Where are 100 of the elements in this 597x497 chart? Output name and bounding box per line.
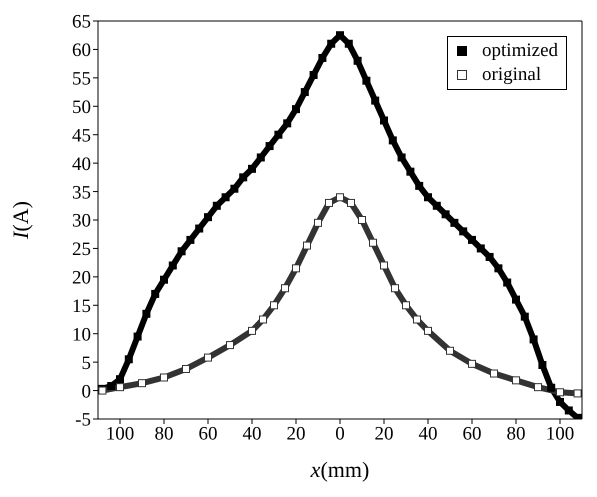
- x-tick-label: 60: [198, 423, 218, 444]
- y-tick-label: -5: [75, 410, 91, 431]
- point: [138, 379, 146, 388]
- point: [512, 376, 520, 384]
- legend-label: original: [482, 63, 542, 87]
- point: [347, 198, 355, 207]
- point: [512, 296, 520, 304]
- point: [116, 375, 124, 384]
- point: [556, 398, 564, 406]
- point: [424, 326, 432, 335]
- x-tick-label: 100: [546, 423, 574, 444]
- point: [239, 173, 248, 182]
- point: [283, 119, 292, 128]
- x-tick-label: 100: [106, 423, 134, 444]
- point: [195, 224, 204, 233]
- point: [450, 218, 458, 227]
- point: [336, 193, 344, 202]
- point: [354, 56, 362, 65]
- point: [230, 184, 238, 193]
- point: [402, 301, 410, 310]
- point: [134, 332, 142, 341]
- point: [178, 247, 186, 256]
- point: [574, 389, 582, 398]
- point: [494, 264, 502, 272]
- point: [468, 236, 476, 244]
- point: [371, 96, 380, 105]
- point: [547, 384, 556, 392]
- y-tick-label: 50: [72, 97, 91, 118]
- point: [259, 316, 267, 324]
- point: [124, 355, 133, 364]
- point: [318, 54, 326, 62]
- point: [468, 360, 476, 368]
- point: [107, 382, 116, 390]
- y-tick-label: 5: [82, 352, 91, 374]
- point: [486, 252, 494, 261]
- point: [490, 370, 498, 378]
- point: [327, 40, 336, 48]
- point: [344, 40, 353, 48]
- y-tick-label: 45: [72, 125, 91, 146]
- point: [362, 76, 370, 85]
- y-tick-label: 65: [72, 12, 91, 33]
- point: [270, 301, 278, 310]
- y-axis-title: I(A): [8, 201, 33, 240]
- y-tick-label: 15: [72, 296, 91, 318]
- point: [564, 406, 573, 414]
- x-tick-label: 40: [418, 423, 438, 444]
- point: [204, 354, 212, 362]
- x-tick-label: 0: [335, 423, 345, 444]
- point: [310, 71, 318, 80]
- point: [415, 182, 424, 190]
- point: [266, 142, 274, 150]
- legend-label: optimized: [482, 39, 558, 63]
- point: [369, 238, 377, 247]
- point: [358, 216, 366, 224]
- y-tick-label: 40: [72, 154, 91, 175]
- point: [538, 360, 546, 369]
- point: [388, 136, 397, 144]
- point: [151, 290, 160, 298]
- point: [182, 364, 190, 373]
- x-tick-label: 20: [374, 423, 394, 444]
- y-tick-label: 10: [72, 324, 91, 346]
- point: [530, 335, 538, 344]
- point: [413, 316, 421, 324]
- point: [380, 261, 388, 270]
- x-tick-label: 40: [242, 423, 262, 444]
- x-tick-label: 60: [462, 423, 482, 444]
- point: [503, 278, 512, 287]
- point: [281, 284, 289, 292]
- point: [556, 388, 564, 396]
- y-tick-label: 30: [72, 210, 91, 232]
- point: [303, 242, 311, 250]
- point: [248, 326, 256, 335]
- point: [432, 202, 441, 210]
- point: [292, 105, 300, 114]
- point: [292, 264, 300, 272]
- point: [314, 218, 322, 227]
- point: [168, 261, 177, 270]
- point: [116, 383, 124, 392]
- y-tick-label: 20: [72, 268, 91, 289]
- point: [534, 383, 542, 392]
- point: [300, 88, 309, 96]
- x-tick-label: 80: [506, 423, 526, 444]
- point: [446, 346, 454, 355]
- point: [442, 210, 450, 218]
- point: [325, 198, 333, 207]
- point: [406, 168, 414, 176]
- point: [212, 202, 221, 210]
- y-tick-label: 55: [72, 68, 91, 90]
- point: [476, 244, 485, 252]
- point: [226, 341, 234, 350]
- point: [248, 164, 256, 173]
- x-axis-title: x(mm): [310, 457, 370, 482]
- point: [520, 312, 529, 321]
- point: [186, 236, 194, 244]
- point: [398, 153, 406, 162]
- point: [459, 227, 468, 236]
- point: [142, 310, 150, 318]
- point: [160, 373, 168, 382]
- y-tick-label: 60: [72, 40, 91, 62]
- point: [274, 130, 282, 139]
